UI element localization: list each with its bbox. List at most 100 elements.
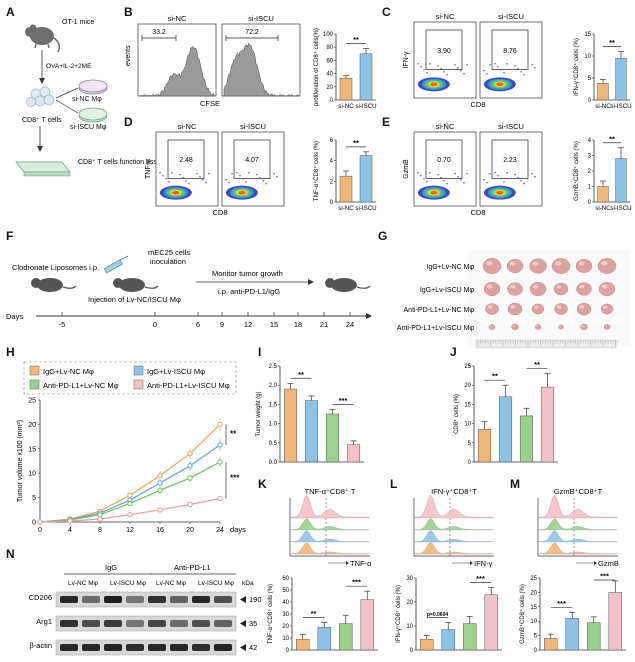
step-mec25-1: mEC25 cells bbox=[148, 248, 190, 257]
legend-swatch bbox=[29, 379, 40, 390]
flow-x-axis-label: CD8 bbox=[470, 208, 485, 217]
data-point bbox=[67, 518, 73, 524]
y-tick-label: 10 bbox=[28, 471, 36, 478]
significance-label: ** bbox=[298, 370, 304, 379]
y-tick-label: 0 bbox=[588, 98, 592, 104]
event-dot bbox=[466, 64, 468, 66]
axis-arrow-head bbox=[346, 561, 349, 565]
y-tick-label: 100 bbox=[323, 32, 334, 38]
kda-marker bbox=[240, 596, 246, 603]
flow-gate bbox=[491, 139, 529, 179]
tumor-highlight bbox=[534, 305, 539, 309]
event-dot bbox=[440, 177, 442, 179]
flow-y-axis-label: IFN-γ bbox=[403, 51, 410, 69]
event-dot bbox=[489, 173, 491, 175]
flow-plot: si-ISCU 8.76 bbox=[479, 12, 543, 99]
y-tick-label: 10 bbox=[406, 624, 413, 630]
tumor bbox=[534, 324, 542, 330]
data-point bbox=[157, 472, 163, 479]
flow-y-axis-label: TNF-α bbox=[145, 159, 152, 179]
y-tick-label: 10 bbox=[584, 54, 591, 60]
x-tick-label: si-NC bbox=[338, 205, 354, 212]
y-tick-label: 20 bbox=[406, 600, 413, 606]
tumor bbox=[597, 258, 617, 274]
event-dot bbox=[517, 68, 519, 70]
event-dot bbox=[423, 69, 425, 71]
event-dot bbox=[259, 177, 261, 179]
tumor bbox=[488, 324, 496, 330]
timeline-tick-label: 18 bbox=[294, 320, 302, 329]
y-tick-label: 0 bbox=[330, 200, 334, 206]
legend-swatch bbox=[29, 365, 40, 376]
legend-label: IgG+Lv-ISCU Mφ bbox=[147, 367, 205, 376]
tumor bbox=[600, 303, 614, 315]
significance-label: ** bbox=[230, 430, 237, 439]
timeline-tick-label: 6 bbox=[196, 320, 200, 329]
histogram-trace bbox=[290, 542, 370, 555]
event-dot bbox=[168, 181, 170, 183]
y-tick-label: 40 bbox=[326, 72, 333, 78]
y-tick-label: 0 bbox=[534, 648, 538, 654]
tumor bbox=[507, 282, 523, 296]
legend-label: Anti-PD-L1+Lv-ISCU Mφ bbox=[147, 381, 230, 390]
legend-swatch bbox=[133, 365, 144, 376]
tumor bbox=[603, 324, 611, 330]
data-point bbox=[127, 492, 133, 498]
x-tick-label: 0 bbox=[38, 527, 42, 534]
tumor-row-label: Anti-PD-L1+Lv-ISCU Mφ bbox=[397, 325, 475, 332]
event-dot bbox=[265, 183, 267, 185]
event-dot bbox=[506, 63, 508, 65]
tumor-highlight bbox=[603, 305, 608, 309]
y-tick-label: 0.0 bbox=[269, 460, 278, 466]
tumor-row-label: Anti-PD-L1+Lv-NC Mφ bbox=[404, 307, 475, 314]
blot-band bbox=[126, 620, 144, 627]
tumor bbox=[485, 303, 499, 315]
flow-gate bbox=[425, 139, 463, 179]
data-point bbox=[127, 511, 133, 518]
event-dot bbox=[228, 182, 230, 184]
y-axis-title: GzmB⁺CD8⁺ cells (%) bbox=[573, 141, 580, 201]
bar-chart-e: 0 1 2 3 4 GzmB⁺CD8⁺ cells (%) si-NC si-ISCU ** bbox=[573, 134, 632, 212]
bar bbox=[615, 158, 627, 203]
protein-label: β-actin bbox=[29, 641, 52, 650]
tumor bbox=[482, 258, 502, 274]
overlay-x-axis-label: IFN-γ bbox=[474, 559, 493, 568]
bar bbox=[359, 155, 373, 203]
hist-shape bbox=[139, 45, 215, 97]
syringe-icon bbox=[103, 255, 129, 274]
kda-marker bbox=[240, 644, 246, 651]
data-point bbox=[187, 475, 193, 481]
y-tick-label: 25 bbox=[530, 576, 537, 582]
blot-row-3: β-actin 42 bbox=[29, 639, 257, 656]
y-axis-title: IFN-γ⁺CD8⁺ cells (%) bbox=[395, 585, 402, 643]
panel-label-c: C bbox=[382, 5, 391, 19]
y-tick-label: 25 bbox=[464, 364, 471, 370]
histogram-trace bbox=[414, 518, 494, 531]
dish-iscu-label: si-ISCU Mφ bbox=[70, 124, 107, 131]
panel-label-d: D bbox=[124, 115, 133, 129]
flow-panel-d: TNF-α si-NC 2.48 si-ISCU 4.07 CD8 bbox=[145, 122, 285, 217]
bar-chart-j: 0 5 10 15 20 25 CD8⁺ cells (%) ** ** bbox=[453, 360, 558, 466]
dish-nc-icon bbox=[78, 79, 108, 95]
panel-label-f: F bbox=[6, 229, 13, 243]
bar bbox=[339, 77, 353, 101]
data-point bbox=[97, 511, 103, 518]
event-dot bbox=[463, 73, 465, 75]
data-point bbox=[157, 487, 163, 493]
bar bbox=[498, 396, 513, 463]
event-dot bbox=[225, 179, 227, 181]
data-point bbox=[187, 450, 193, 457]
kda-value: 35 bbox=[249, 619, 257, 628]
event-dot bbox=[159, 172, 161, 174]
histogram-trace bbox=[290, 494, 370, 519]
panel-label-e: E bbox=[382, 115, 390, 129]
event-dot bbox=[199, 176, 201, 178]
timeline-tick-label: 15 bbox=[270, 320, 278, 329]
legend-swatch bbox=[133, 379, 144, 390]
series-1 bbox=[37, 417, 223, 525]
blot-band bbox=[126, 596, 144, 603]
significance-label: ** bbox=[353, 138, 359, 147]
event-dot bbox=[188, 183, 190, 185]
event-dot bbox=[262, 180, 264, 182]
blot-band bbox=[60, 620, 78, 627]
